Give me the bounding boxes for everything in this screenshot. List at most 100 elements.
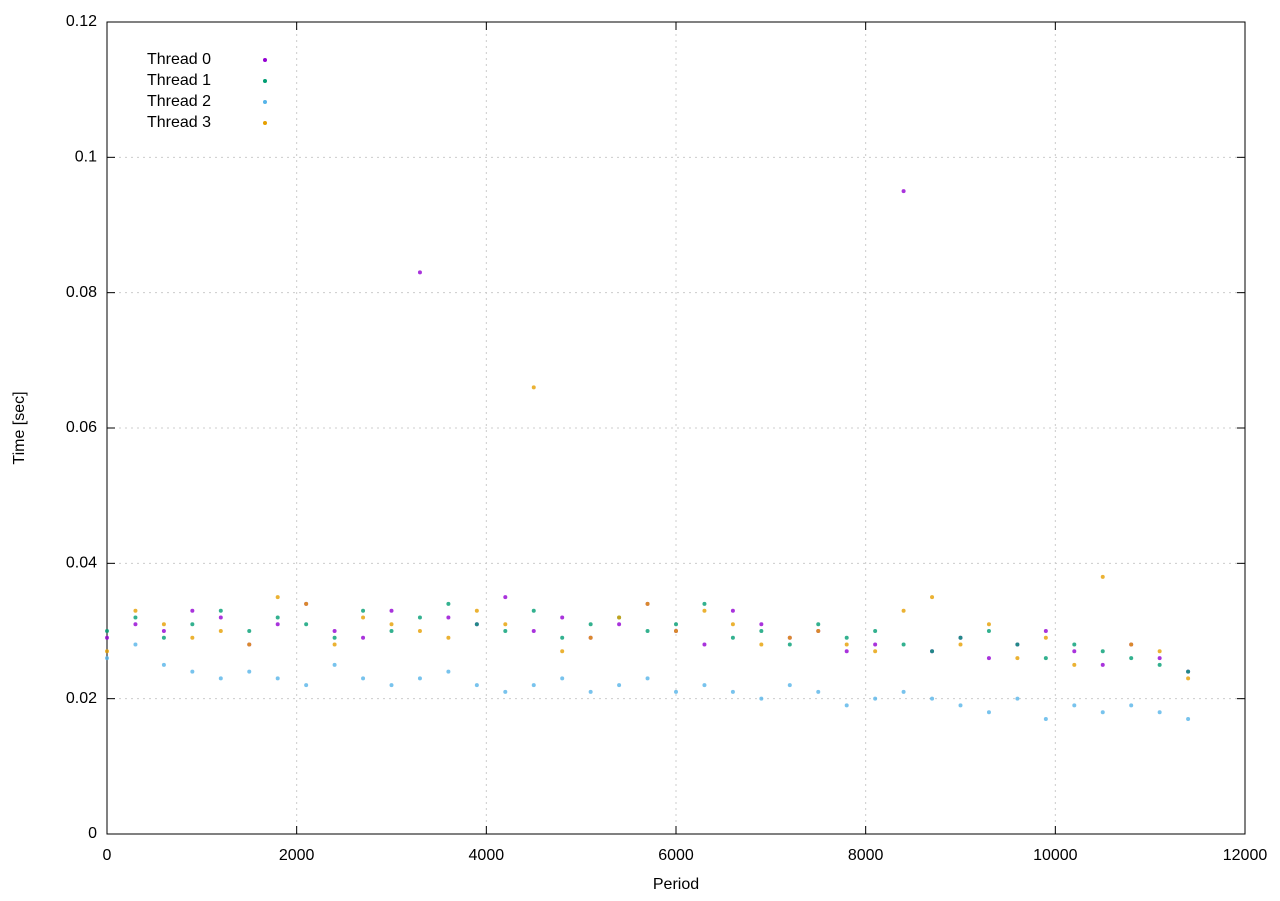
point [1129,656,1134,661]
point [1157,656,1162,661]
y-tick-label: 0.08 [66,284,97,301]
point [702,608,707,613]
point [161,622,166,627]
point [304,601,309,606]
point [986,656,991,661]
plot-border [106,21,1246,835]
point [986,629,991,633]
point [161,629,166,633]
point [1015,642,1020,647]
point [275,676,280,681]
point [816,622,821,627]
point [759,696,764,701]
point [560,649,565,654]
point [1072,649,1077,654]
point [816,629,821,633]
point [759,629,764,633]
point [617,683,622,688]
point [161,635,166,640]
point [787,642,792,647]
point [986,622,991,627]
point [389,622,394,627]
legend-marker [263,100,267,104]
point [730,635,735,640]
point [930,649,935,654]
point [503,689,508,694]
x-tick-label: 0 [103,847,112,864]
point [588,635,593,640]
legend-label: Thread 1 [147,72,211,89]
point [873,696,878,701]
point [218,608,223,613]
point [930,696,935,701]
point [332,662,337,667]
point [1157,649,1162,654]
point [844,649,849,654]
y-tick-label: 0.1 [75,149,97,166]
y-tick-label: 0.12 [66,13,97,30]
x-tick-label: 4000 [469,847,505,864]
x-axis-label: Period [653,876,699,893]
point [1129,642,1134,647]
point [190,608,195,613]
point [304,622,309,627]
y-tick-label: 0.04 [66,555,97,572]
point [986,710,991,715]
point [873,642,878,647]
point [816,689,821,694]
point [133,642,138,647]
point [446,635,451,640]
point [1157,662,1162,667]
point [417,629,422,633]
point [361,615,366,620]
point [844,635,849,640]
point [133,622,138,627]
legend-marker [263,79,267,83]
x-tick-label: 12000 [1223,847,1268,864]
point [873,649,878,654]
point [759,642,764,647]
point [1186,716,1191,721]
point [759,622,764,627]
legend-label: Thread 0 [147,51,211,68]
point [645,629,650,633]
point [901,642,906,647]
point [417,615,422,620]
point [958,642,963,647]
point [958,703,963,708]
point [1043,656,1048,661]
point [1186,676,1191,681]
point [105,629,109,633]
point [503,622,508,627]
point [531,608,536,613]
point [417,676,422,681]
y-tick-label: 0.06 [66,419,97,436]
point [1043,629,1048,633]
point [361,608,366,613]
point [560,635,565,640]
point [1072,642,1077,647]
point [1157,710,1162,715]
point [218,676,223,681]
x-tick-label: 8000 [848,847,884,864]
point [1100,574,1105,579]
point [730,622,735,627]
point [1100,710,1105,715]
point [1186,669,1191,674]
point [218,615,223,620]
legend-marker [263,121,267,125]
point [844,703,849,708]
x-tick-label: 2000 [279,847,315,864]
point [901,608,906,613]
x-tick-label: 10000 [1033,847,1078,864]
point [531,629,536,633]
point [588,622,593,627]
point [332,642,337,647]
point [730,608,735,613]
point [1129,703,1134,708]
point [275,622,280,627]
point [190,622,195,627]
point [503,595,508,600]
point [133,608,138,613]
